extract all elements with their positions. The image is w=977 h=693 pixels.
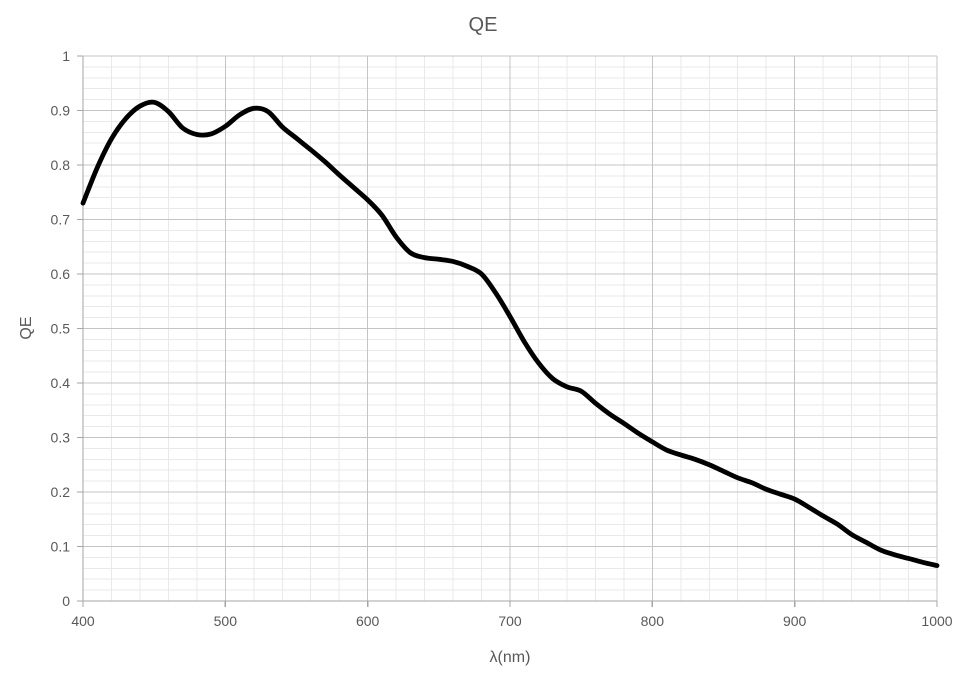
x-tick-label: 700: [498, 613, 522, 629]
y-tick-label: 0.1: [51, 539, 71, 555]
x-tick-label: 900: [783, 613, 807, 629]
y-tick-label: 1: [62, 48, 70, 64]
x-tick-label: 400: [71, 613, 95, 629]
y-tick-label: 0.5: [51, 321, 71, 337]
y-tick-label: 0.2: [51, 484, 71, 500]
y-tick-label: 0.8: [51, 157, 71, 173]
y-tick-label: 0.4: [51, 375, 71, 391]
qe-curve: [80, 99, 940, 568]
x-tick-label: 500: [214, 613, 238, 629]
major-gridlines: [82, 55, 938, 602]
chart-title: QE: [469, 14, 498, 36]
y-tick-label: 0: [62, 593, 70, 609]
x-axis-title: λ(nm): [490, 649, 531, 666]
y-axis-title: QE: [18, 316, 35, 339]
y-tick-label: 0.7: [51, 212, 71, 228]
tick-labels: 400 500 600 700 800 900 1000 0 0.1 0.2 0.3 0.4 0.5 0.…: [51, 48, 953, 629]
y-tick-label: 0.6: [51, 266, 71, 282]
x-tick-label: 1000: [921, 613, 952, 629]
x-tick-label: 800: [641, 613, 665, 629]
axis-ticks: [77, 55, 938, 607]
y-tick-label: 0.9: [51, 103, 71, 119]
y-tick-label: 0.3: [51, 430, 71, 446]
x-tick-label: 600: [356, 613, 380, 629]
